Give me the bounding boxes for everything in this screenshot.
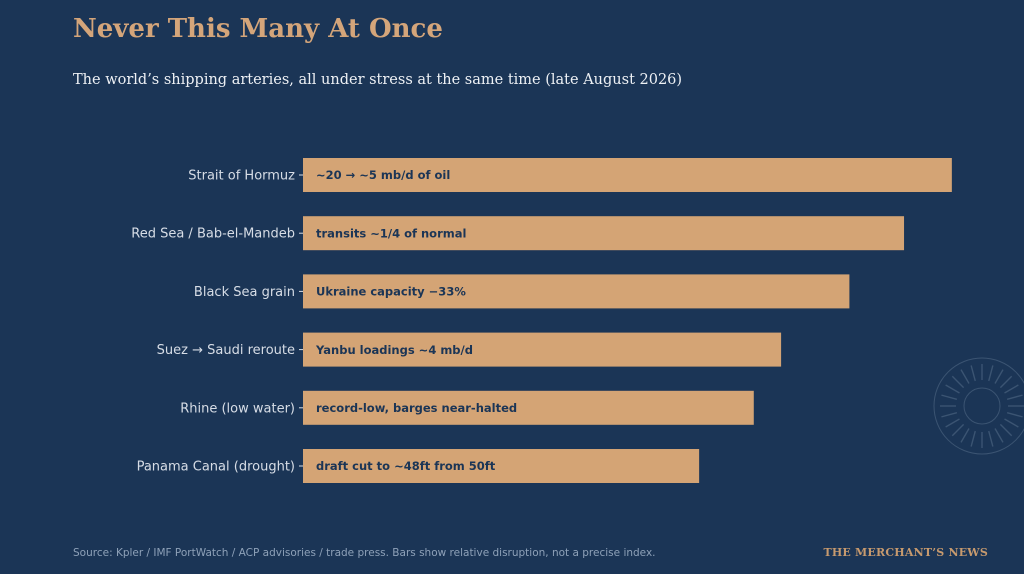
bar-data-label: transits ~1/4 of normal xyxy=(316,226,466,240)
bar xyxy=(303,216,905,251)
bar xyxy=(303,449,700,483)
category-label: Suez → Saudi reroute xyxy=(157,343,295,358)
bar xyxy=(303,274,850,309)
category-label: Red Sea / Bab-el-Mandeb xyxy=(131,227,295,242)
bar-data-label: Ukraine capacity −33% xyxy=(316,285,466,299)
bar-data-label: draft cut to ~48ft from 50ft xyxy=(316,459,496,473)
bar xyxy=(303,158,952,192)
chart-title: Never This Many At Once xyxy=(73,14,443,44)
category-label: Panama Canal (drought) xyxy=(137,460,295,475)
category-label: Strait of Hormuz xyxy=(188,169,295,184)
category-label: Black Sea grain xyxy=(194,285,295,300)
bar-data-label: Yanbu loadings ~4 mb/d xyxy=(315,343,473,357)
source-note: Source: Kpler / IMF PortWatch / ACP advi… xyxy=(73,547,656,559)
compass-emblem-icon xyxy=(933,357,1024,455)
bar-data-label: record-low, barges near-halted xyxy=(316,401,517,415)
bar xyxy=(303,390,754,425)
chart-subtitle: The world’s shipping arteries, all under… xyxy=(73,72,683,88)
category-label: Rhine (low water) xyxy=(180,401,295,416)
publication-brand: THE MERCHANT’S NEWS xyxy=(823,546,988,559)
bar xyxy=(303,332,782,367)
bar-data-label: ~20 → ~5 mb/d of oil xyxy=(316,168,450,182)
